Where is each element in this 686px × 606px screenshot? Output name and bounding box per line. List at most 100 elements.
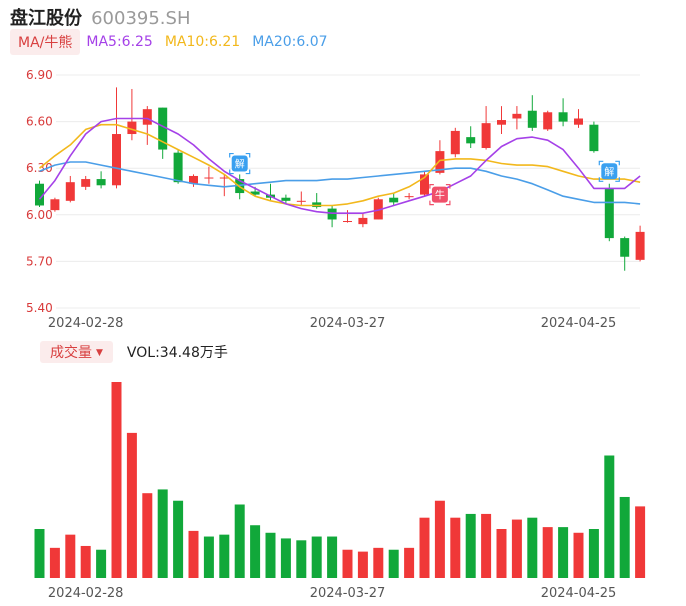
volume-bar — [157, 489, 168, 578]
candle-body — [635, 231, 645, 260]
marker-label: 解 — [235, 158, 245, 171]
volume-indicator-label: 成交量 — [50, 345, 92, 361]
candle-body — [189, 175, 198, 184]
volume-bar — [96, 549, 107, 578]
volume-bar — [465, 513, 476, 578]
marker-box — [601, 163, 618, 180]
candle-body — [620, 238, 630, 257]
ma20-line — [39, 161, 641, 205]
candle-body — [65, 182, 75, 201]
volume-bar — [619, 496, 630, 578]
ma-legend: MA/牛熊 MA5:6.25 MA10:6.21 MA20:6.07 — [10, 29, 340, 55]
volume-bar — [65, 534, 76, 578]
caret-down-icon: ▼ — [96, 348, 103, 358]
candle-body — [158, 107, 168, 150]
volume-bar — [542, 527, 553, 578]
volume-date-tick-label: 2024-04-25 — [541, 586, 617, 601]
candle-body — [574, 118, 583, 125]
candle-body — [127, 121, 137, 135]
ma10-label: MA10:6.21 — [164, 34, 241, 50]
stock-name: 盘江股份 — [10, 8, 82, 29]
candle-body — [50, 199, 60, 211]
volume-bar — [481, 513, 492, 578]
volume-bar — [527, 517, 538, 578]
candle-body — [142, 109, 152, 125]
candle-body — [466, 137, 476, 144]
candle-body — [204, 177, 214, 179]
candle-body — [296, 200, 306, 202]
volume-bar — [311, 536, 322, 578]
stock-code: 600395.SH — [91, 8, 191, 29]
volume-bar — [250, 525, 261, 578]
candle-body — [512, 113, 522, 119]
marker-frame — [229, 152, 251, 175]
volume-bar — [558, 527, 569, 578]
candle-body — [343, 221, 352, 223]
volume-bar — [496, 529, 507, 578]
bull-signal-icon: 牛 — [429, 184, 451, 206]
volume-bar — [573, 532, 584, 578]
volume-bar — [296, 540, 307, 578]
volume-bar — [327, 536, 338, 578]
price-tick-label: 5.40 — [26, 301, 53, 315]
volume-bar — [373, 547, 384, 578]
volume-bar — [126, 432, 137, 578]
volume-bar — [450, 517, 461, 578]
price-tick-label: 6.30 — [26, 161, 53, 175]
volume-bar — [419, 517, 430, 578]
volume-bar — [188, 530, 199, 578]
date-tick-label: 2024-03-27 — [310, 316, 386, 331]
volume-date-tick-label: 2024-03-27 — [310, 586, 386, 601]
volume-bar — [203, 536, 214, 578]
candle-body — [173, 152, 183, 183]
candle-body — [250, 191, 260, 195]
volume-bar — [80, 545, 91, 578]
candle-body — [450, 130, 460, 155]
volume-bar — [219, 534, 230, 578]
marker-label: 解 — [604, 165, 614, 178]
date-tick-label: 2024-02-28 — [48, 316, 124, 331]
volume-value: VOL:34.48万手 — [126, 345, 228, 361]
volume-legend: 成交量 ▼ VOL:34.48万手 — [40, 341, 228, 363]
candle-body — [420, 174, 429, 195]
stock-title: 盘江股份 600395.SH — [10, 4, 191, 30]
candle-body — [281, 197, 291, 201]
marker-box — [431, 186, 448, 203]
marker-frame — [598, 160, 620, 182]
ma-indicator-button[interactable]: MA/牛熊 — [10, 29, 81, 55]
ma20-label: MA20:6.07 — [252, 34, 328, 50]
volume-bar — [604, 455, 615, 578]
candle-body — [558, 112, 568, 122]
volume-bar — [588, 529, 599, 578]
volume-bar — [265, 532, 276, 578]
volume-bar — [173, 500, 184, 578]
date-tick-label: 2024-04-25 — [541, 316, 617, 331]
ma5-label: MA5:6.25 — [86, 34, 153, 50]
candle-body — [112, 134, 121, 186]
candle-body — [589, 124, 599, 152]
candle-body — [435, 151, 445, 173]
volume-bar — [357, 551, 368, 578]
candle-body — [481, 123, 491, 149]
ma5-line — [38, 117, 641, 214]
volume-bar — [49, 547, 60, 578]
volume-bar — [404, 547, 415, 578]
candle-body — [35, 183, 44, 206]
price-tick-label: 6.00 — [26, 208, 53, 222]
candle-body — [604, 188, 614, 239]
volume-bar — [280, 538, 291, 578]
volume-bar — [342, 549, 353, 578]
candle-body — [96, 179, 106, 186]
price-tick-label: 5.70 — [26, 254, 53, 268]
ma10-line — [38, 123, 641, 207]
volume-date-tick-label: 2024-02-28 — [48, 586, 124, 601]
price-tick-label: 6.60 — [26, 115, 53, 129]
volume-indicator-button[interactable]: 成交量 ▼ — [40, 341, 113, 363]
marker-frame — [429, 184, 451, 206]
volume-bar — [434, 500, 445, 578]
price-tick-label: 6.90 — [26, 68, 53, 82]
candle-body — [404, 196, 414, 198]
candle-body — [327, 208, 337, 220]
volume-bar — [34, 529, 45, 578]
